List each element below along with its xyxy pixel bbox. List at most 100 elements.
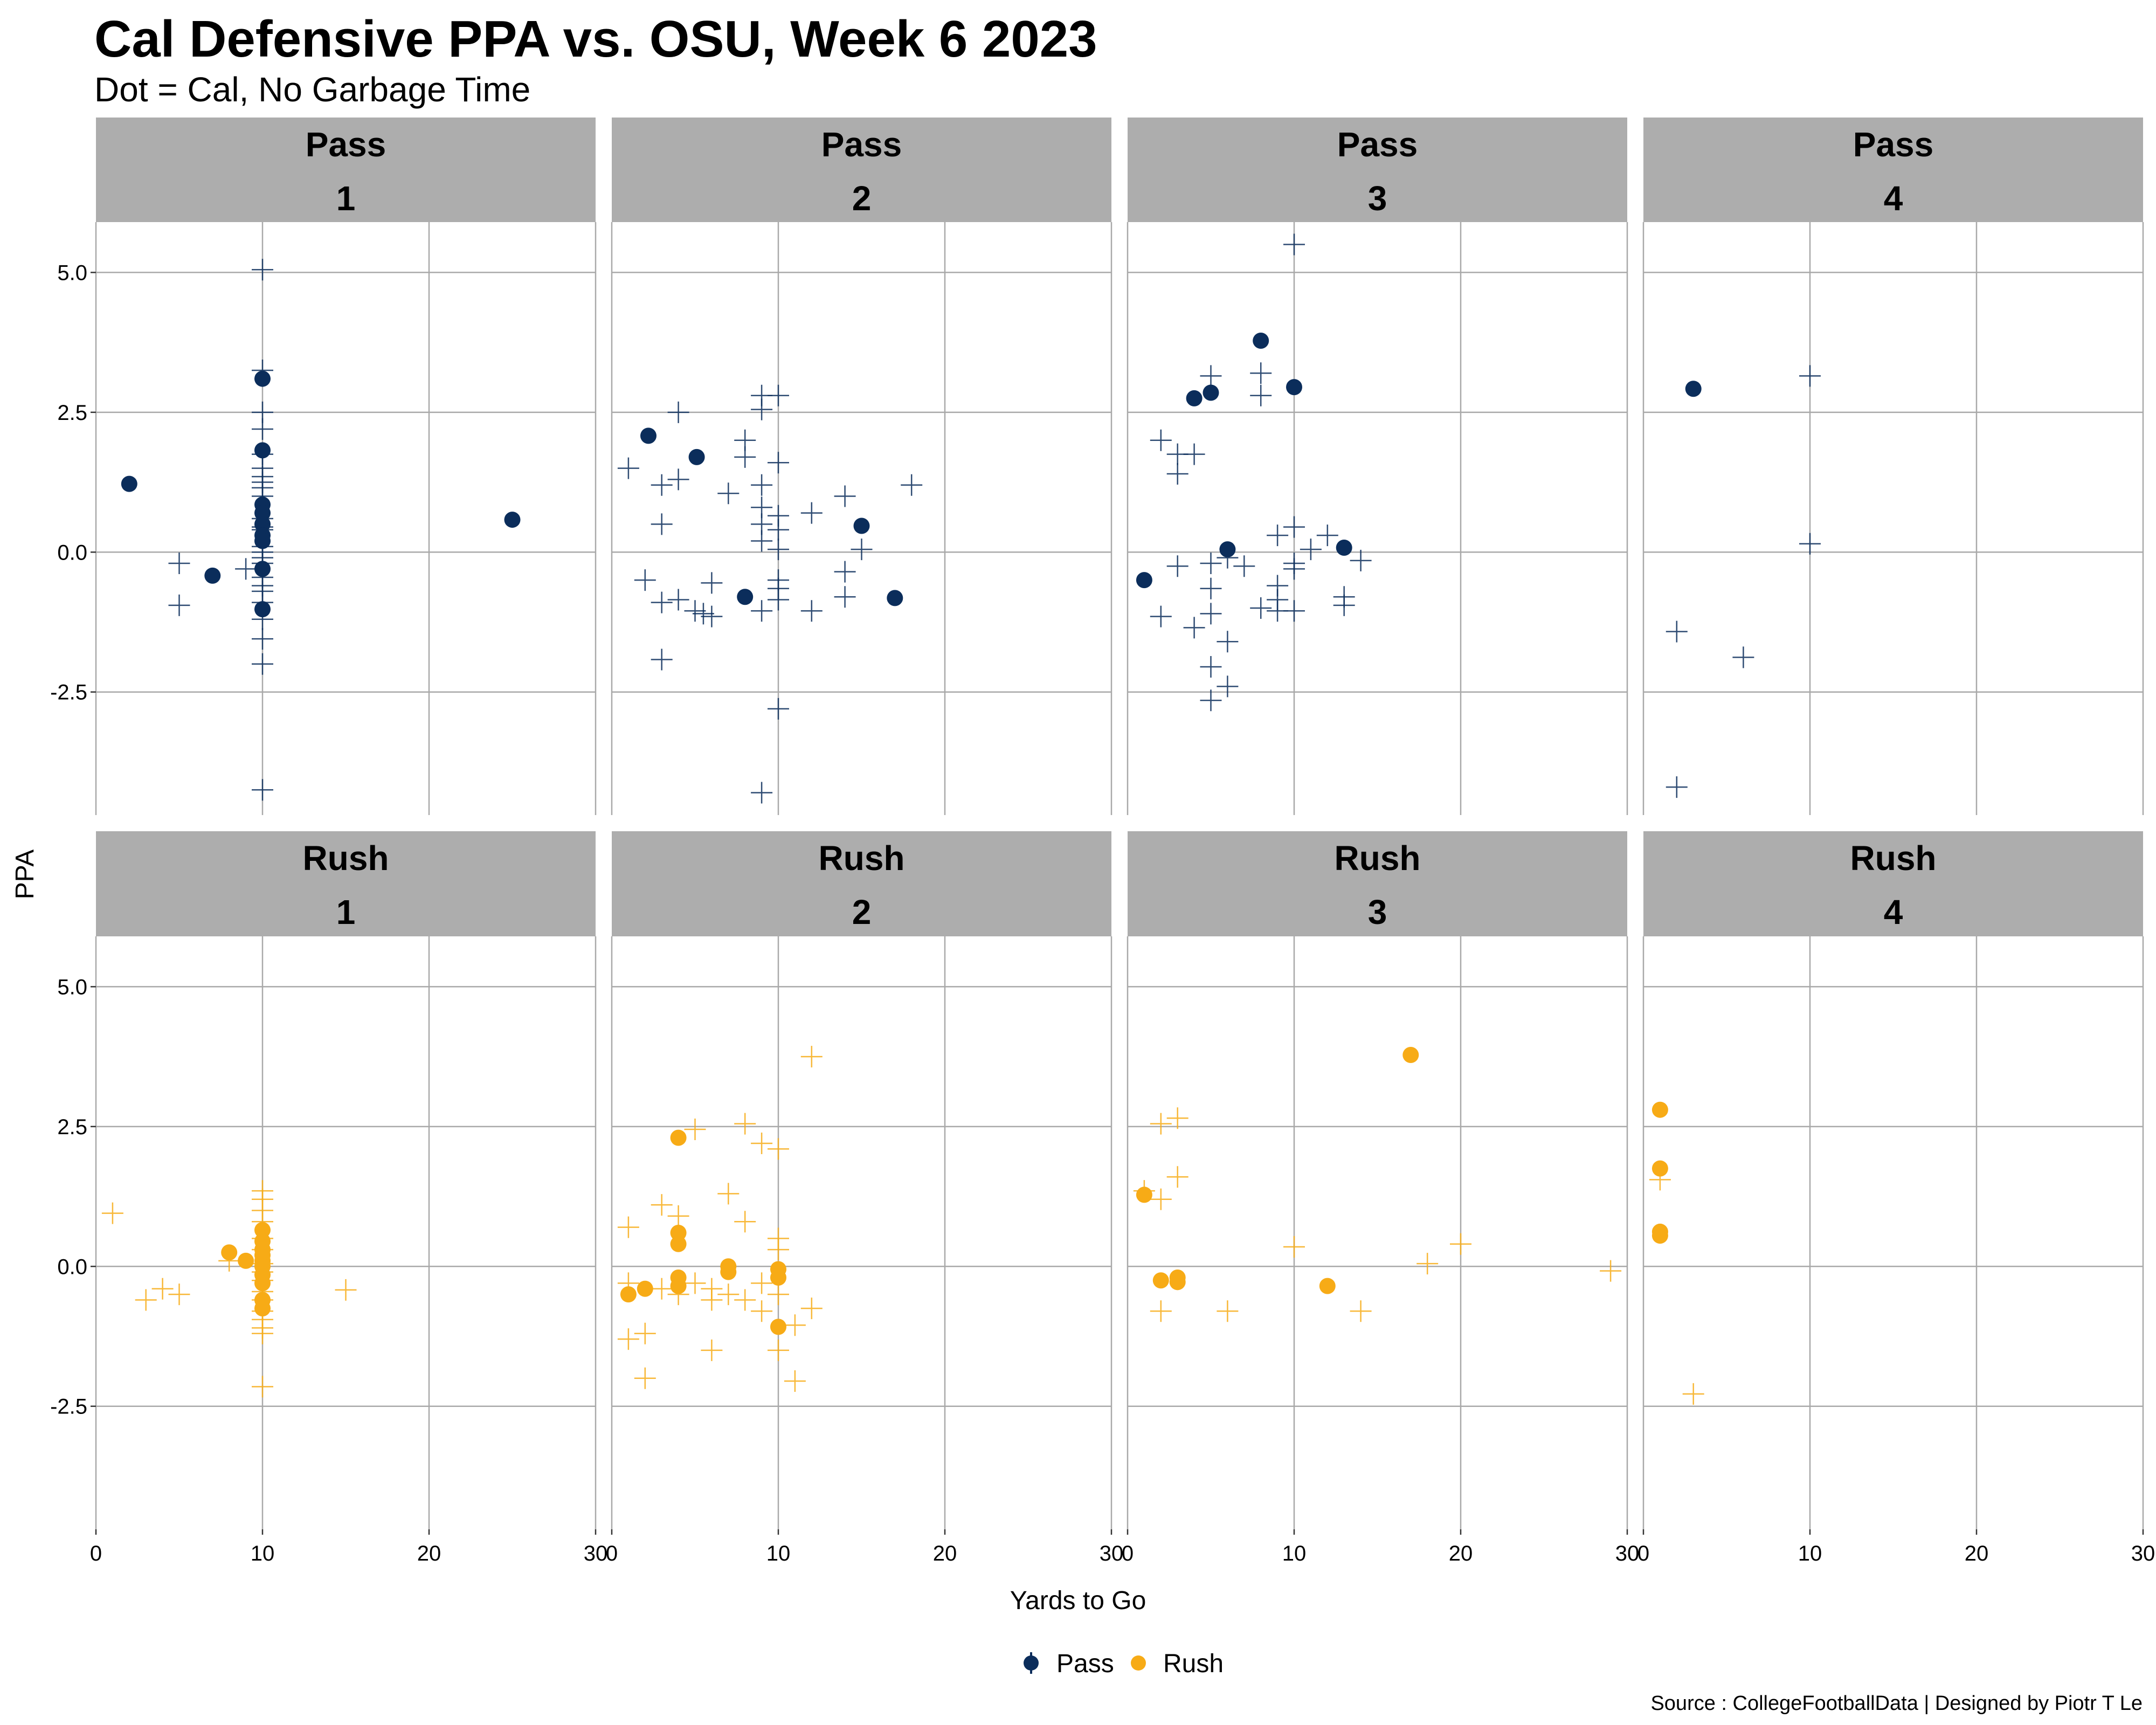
cal-play-point <box>1203 384 1219 401</box>
cal-play-point <box>770 1319 786 1335</box>
osu-play-point <box>751 530 773 552</box>
osu-play-point <box>1666 776 1688 798</box>
y-tick-label: 0.0 <box>57 541 87 564</box>
cal-play-point <box>1152 1272 1169 1289</box>
x-tick-label: 30 <box>2131 1542 2155 1565</box>
osu-play-point <box>751 782 773 804</box>
strip-play-type: Pass <box>306 125 386 164</box>
osu-play-point <box>651 648 673 671</box>
osu-play-point <box>1183 617 1205 639</box>
osu-play-point <box>101 1202 123 1224</box>
legend-pass-marker <box>1024 1655 1039 1671</box>
osu-play-point <box>1233 555 1255 577</box>
cal-play-point <box>1402 1047 1419 1063</box>
osu-play-point <box>1217 1300 1239 1322</box>
osu-play-point <box>834 586 856 608</box>
osu-play-point <box>800 502 823 524</box>
osu-play-point <box>1450 1233 1471 1255</box>
osu-play-point <box>252 628 273 650</box>
osu-play-point <box>1166 463 1188 485</box>
osu-play-point <box>1267 525 1289 547</box>
facet-pass-3: Pass 3 <box>1127 118 1628 815</box>
osu-play-point <box>1200 603 1222 625</box>
y-tick-label: 5.0 <box>57 261 87 285</box>
osu-play-point <box>734 1289 756 1311</box>
legend-rush-marker <box>1131 1655 1146 1671</box>
cal-play-point <box>620 1286 637 1303</box>
osu-play-point <box>617 1216 639 1238</box>
x-tick-label: 20 <box>1449 1542 1473 1565</box>
strip-play-type: Pass <box>1337 125 1418 164</box>
osu-play-point <box>701 605 723 627</box>
strip-background <box>1128 118 1627 222</box>
x-tick-label: 0 <box>90 1542 102 1565</box>
osu-play-point <box>1283 516 1305 538</box>
osu-play-point <box>1250 362 1272 384</box>
legend: Pass Rush <box>1024 1650 1224 1678</box>
osu-play-point <box>701 1289 723 1311</box>
osu-play-point <box>768 452 789 474</box>
osu-play-point <box>701 572 723 594</box>
cal-play-point <box>121 475 137 492</box>
osu-play-point <box>1732 646 1754 668</box>
osu-play-point <box>768 1284 789 1306</box>
osu-play-point <box>252 653 273 675</box>
cal-play-point <box>221 1244 238 1261</box>
osu-play-point <box>168 1284 190 1306</box>
cal-play-point <box>254 601 271 618</box>
cal-play-point <box>254 561 271 577</box>
osu-play-point <box>1333 594 1355 616</box>
osu-play-point <box>1600 1260 1622 1282</box>
osu-play-point <box>335 1279 357 1301</box>
strip-background <box>612 118 1111 222</box>
strip-play-type: Rush <box>1335 839 1421 878</box>
cal-play-point <box>1685 381 1702 397</box>
osu-play-point <box>834 561 856 583</box>
facet-rush-4: Rush 4 0 10 20 30 <box>1637 831 2155 1565</box>
osu-play-point <box>634 569 656 591</box>
strip-down: 2 <box>852 179 872 218</box>
cal-play-point <box>1136 1186 1152 1203</box>
osu-play-point <box>734 446 756 468</box>
cal-play-point <box>670 1225 687 1241</box>
cal-play-point <box>254 442 271 459</box>
cal-play-point <box>254 1222 271 1238</box>
strip-down: 4 <box>1884 179 1903 218</box>
y-tick-label: 2.5 <box>57 401 87 425</box>
strip-background <box>1643 831 2143 936</box>
osu-play-point <box>1217 631 1239 653</box>
facet-panels: Pass 1 5.0 2.5 0.0 -2.5 Pass 2 Pass 3 Pass 4 Rush 1 5.… <box>50 118 2155 1565</box>
chart-title: Cal Defensive PPA vs. OSU, Week 6 2023 <box>94 10 1097 68</box>
cal-play-point <box>254 370 271 387</box>
osu-play-point <box>734 1211 756 1233</box>
osu-play-point <box>252 1376 273 1398</box>
cal-play-point <box>1286 379 1302 396</box>
osu-play-point <box>768 1339 789 1361</box>
strip-down: 1 <box>336 893 356 932</box>
osu-play-point <box>1217 675 1239 698</box>
osu-play-point <box>751 1132 773 1154</box>
osu-play-point <box>734 1113 756 1135</box>
y-tick-label: 5.0 <box>57 975 87 999</box>
strip-play-type: Rush <box>819 839 905 878</box>
x-tick-label: 20 <box>1965 1542 1989 1565</box>
osu-play-point <box>1200 365 1222 387</box>
osu-play-point <box>1283 600 1305 622</box>
legend-pass-label: Pass <box>1056 1650 1114 1678</box>
cal-play-point <box>887 590 903 606</box>
osu-play-point <box>1166 1107 1188 1129</box>
osu-play-point <box>800 1046 823 1068</box>
osu-play-point <box>834 485 856 507</box>
osu-play-point <box>717 1284 740 1306</box>
osu-play-point <box>684 1272 706 1294</box>
cal-play-point <box>1651 1160 1668 1177</box>
cal-play-point <box>670 1129 687 1146</box>
cal-play-point <box>254 516 271 533</box>
osu-play-point <box>1150 1300 1172 1322</box>
cal-play-point <box>504 512 521 528</box>
osu-play-point <box>617 1328 639 1350</box>
cal-play-point <box>254 533 271 549</box>
cal-play-point <box>770 1269 786 1286</box>
y-tick-label: 0.0 <box>57 1255 87 1279</box>
